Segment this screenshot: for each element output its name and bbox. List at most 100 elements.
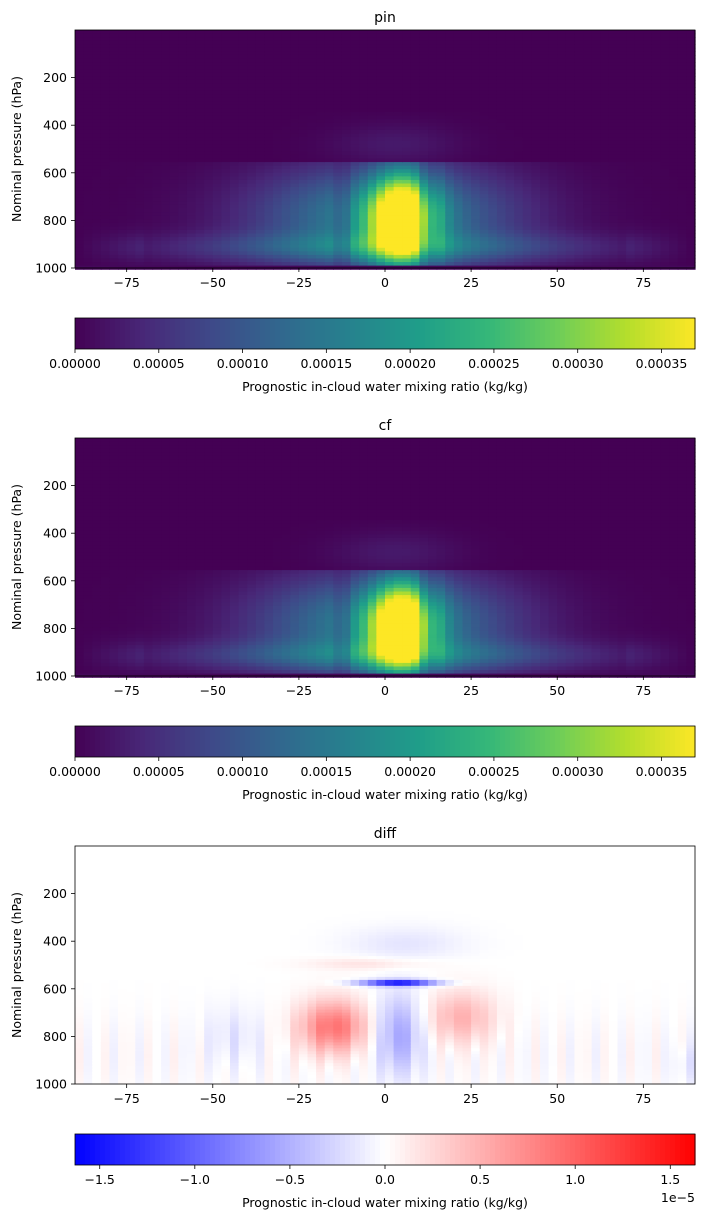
heatmap-cell (186, 183, 197, 188)
heatmap-cell (350, 169, 360, 174)
heatmap-cell (359, 219, 369, 224)
heatmap-cell (677, 97, 687, 102)
heatmap-cell (453, 240, 464, 245)
heatmap-cell (410, 83, 421, 88)
heatmap-cell (626, 204, 636, 210)
heatmap-cell (126, 233, 136, 238)
heatmap-cell (359, 108, 369, 113)
heatmap-cell (634, 101, 644, 106)
heatmap-cell (410, 133, 421, 138)
heatmap-cell (600, 33, 610, 38)
heatmap-cell (557, 204, 567, 210)
heatmap-cell (514, 204, 524, 210)
heatmap-cell (126, 201, 136, 206)
heatmap-cell (600, 140, 610, 145)
heatmap-cell (453, 262, 464, 267)
heatmap-cell (393, 212, 403, 217)
heatmap-cell (514, 90, 524, 95)
heatmap-cell (471, 87, 481, 92)
heatmap-cell (273, 112, 283, 117)
heatmap-cell (359, 97, 369, 102)
colorbar-segment (380, 318, 386, 349)
heatmap-cell (496, 137, 507, 142)
heatmap-cell (479, 151, 489, 156)
colorbar-segment (615, 318, 621, 349)
heatmap-cell (212, 204, 222, 210)
heatmap-cell (393, 244, 403, 249)
heatmap-cell (600, 215, 610, 220)
heatmap-cell (428, 62, 438, 67)
heatmap-cell (341, 154, 352, 160)
heatmap-cell (669, 190, 679, 195)
heatmap-cell (385, 194, 395, 199)
heatmap-cell (307, 140, 317, 145)
heatmap-cell (505, 158, 515, 163)
heatmap-cell (264, 72, 274, 78)
heatmap-cell (402, 247, 412, 252)
heatmap-cell (143, 165, 154, 170)
heatmap-cell (669, 122, 679, 127)
heatmap-cell (583, 40, 593, 45)
heatmap-cell (488, 158, 498, 163)
colorbar-segment (420, 318, 426, 349)
heatmap-cell (522, 144, 532, 149)
heatmap-cell (402, 72, 412, 78)
heatmap-cell (75, 69, 85, 74)
heatmap-cell (152, 90, 162, 95)
heatmap-cell (583, 112, 593, 117)
heatmap-cell (118, 104, 128, 110)
heatmap-cell (298, 158, 309, 163)
heatmap-cell (230, 72, 240, 78)
heatmap-cell (376, 51, 386, 56)
heatmap-cell (686, 97, 696, 102)
heatmap-cell (307, 219, 317, 224)
heatmap-cell (402, 158, 412, 163)
heatmap-cell (341, 233, 352, 238)
heatmap-cell (600, 126, 610, 131)
y-tick-label: 400 (43, 118, 67, 133)
heatmap-cell (161, 97, 171, 102)
heatmap-cell (307, 129, 317, 135)
heatmap-cell (135, 240, 145, 245)
heatmap-cell (221, 165, 231, 170)
heatmap-cell (557, 215, 567, 220)
heatmap-cell (143, 262, 154, 267)
heatmap-cell (83, 79, 93, 85)
heatmap-cell (471, 108, 481, 113)
heatmap-cell (634, 137, 644, 142)
heatmap-cell (161, 30, 171, 35)
heatmap-cell (514, 65, 524, 70)
heatmap-cell (617, 72, 627, 78)
heatmap-cell (557, 208, 567, 213)
heatmap-cell (677, 40, 687, 45)
heatmap-cell (514, 101, 524, 106)
heatmap-cell (574, 147, 584, 152)
heatmap-cell (677, 215, 687, 220)
heatmap-cell (341, 187, 352, 192)
heatmap-cell (333, 237, 343, 242)
heatmap-cell (186, 147, 197, 152)
heatmap-cell (255, 44, 266, 49)
heatmap-cell (410, 101, 421, 106)
heatmap-cell (428, 147, 438, 152)
heatmap-cell (143, 83, 154, 88)
heatmap-cell (496, 69, 507, 74)
heatmap-cell (453, 204, 464, 210)
heatmap-cell (204, 251, 214, 256)
heatmap-cell (496, 76, 507, 81)
heatmap-cell (686, 154, 696, 160)
heatmap-cell (548, 254, 558, 260)
heatmap-cell (626, 97, 636, 102)
heatmap-cell (574, 101, 584, 106)
heatmap-cell (531, 190, 541, 195)
heatmap-cell (247, 44, 257, 49)
heatmap-cell (531, 237, 541, 242)
heatmap-cell (135, 162, 145, 167)
heatmap-cell (221, 219, 231, 224)
heatmap-cell (316, 158, 326, 163)
heatmap-cell (333, 37, 343, 42)
heatmap-cell (583, 44, 593, 49)
heatmap-cell (669, 222, 679, 227)
heatmap-cell (367, 101, 377, 106)
heatmap-cell (376, 133, 386, 138)
